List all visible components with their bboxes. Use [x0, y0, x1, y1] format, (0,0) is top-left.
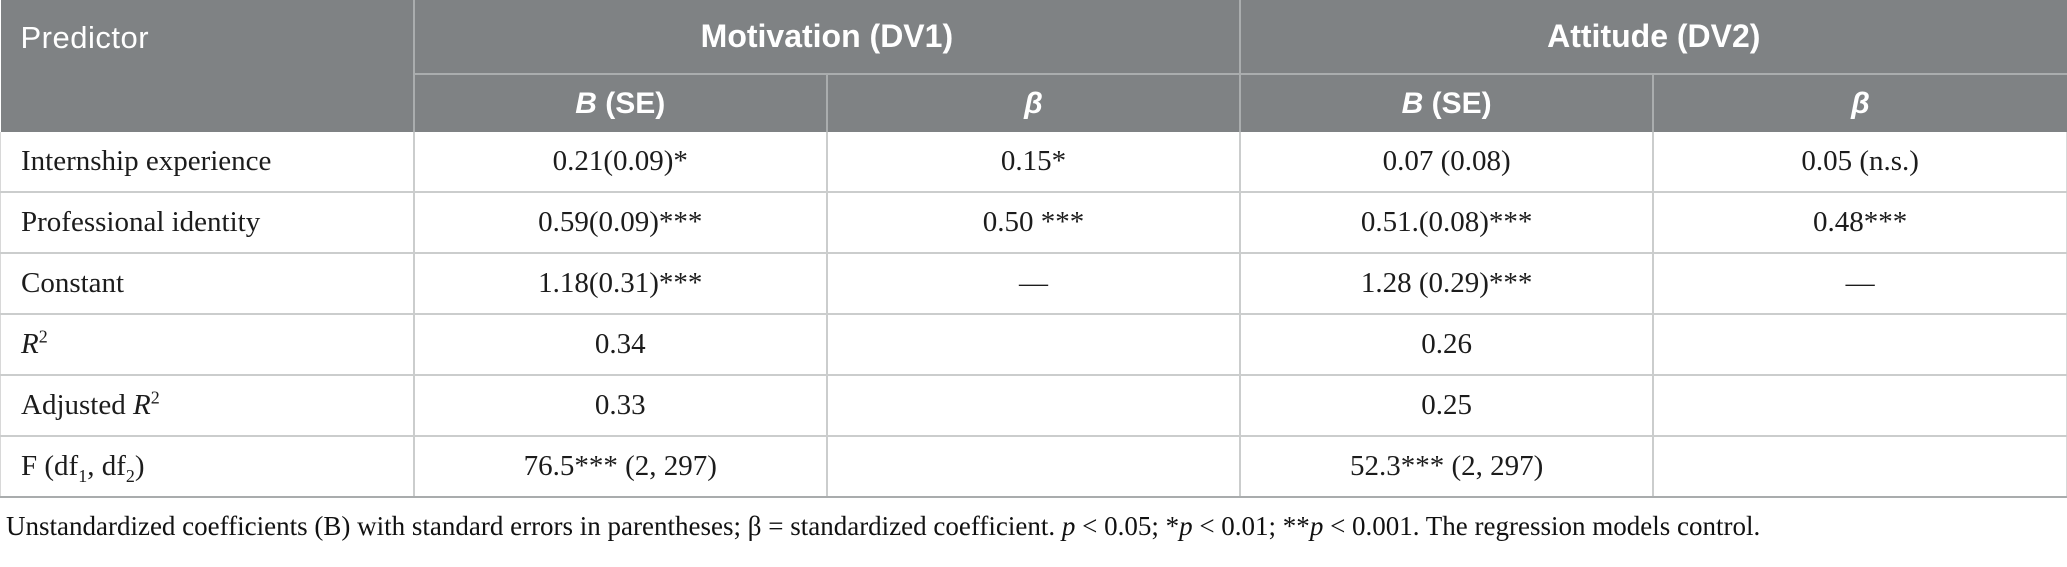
cell-dv2-beta	[1653, 314, 2067, 376]
predictor-label: R2	[0, 314, 415, 376]
cell-dv1-beta: —	[826, 253, 1242, 315]
cell-dv2-b: 0.51.(0.08)***	[1240, 192, 1655, 254]
superscript-2: 2	[38, 326, 48, 347]
cell-dv2-beta: —	[1653, 253, 2067, 315]
column-header-predictor: Predictor	[0, 0, 415, 132]
cell-dv2-b: 52.3*** (2, 297)	[1240, 436, 1655, 498]
cell-dv1-beta: 0.50 ***	[826, 192, 1242, 254]
cell-dv2-b: 1.28 (0.29)***	[1240, 253, 1655, 315]
cell-dv2-b: 0.07 (0.08)	[1240, 132, 1655, 193]
b-italic: B	[575, 86, 597, 120]
footnote-text: Unstandardized coefficients (B) with sta…	[6, 511, 1062, 541]
column-header-dv2-b-se: B (SE)	[1240, 74, 1655, 132]
column-header-dv1-b-se: B (SE)	[413, 74, 828, 132]
regression-results-table: Predictor Motivation (DV1) Attitude (DV2…	[0, 0, 2067, 498]
table-footnote: Unstandardized coefficients (B) with sta…	[6, 511, 2067, 542]
cell-dv2-b: 0.26	[1240, 314, 1655, 376]
row-internship-experience: Internship experience 0.21(0.09)* 0.15* …	[0, 132, 2067, 193]
r-italic: R	[132, 389, 151, 421]
footnote-text: < 0.001. The regression models control.	[1323, 511, 1761, 541]
cell-dv2-b: 0.25	[1240, 375, 1655, 437]
subscript-2: 2	[125, 465, 135, 486]
beta-symbol: β	[1024, 86, 1043, 120]
column-group-motivation-dv1: Motivation (DV1)	[413, 0, 1242, 75]
f-text: F (df	[21, 450, 79, 482]
cell-dv1-b: 0.59(0.09)***	[413, 192, 828, 254]
row-f-statistic: F (df1, df2) 76.5*** (2, 297) 52.3*** (2…	[0, 436, 2067, 498]
cell-dv1-beta	[826, 436, 1242, 498]
cell-dv1-b: 0.33	[413, 375, 828, 437]
column-header-dv1-beta: β	[826, 74, 1242, 132]
table-header: Predictor Motivation (DV1) Attitude (DV2…	[0, 0, 2067, 132]
cell-dv1-beta: 0.15*	[826, 132, 1242, 193]
superscript-2: 2	[150, 387, 160, 408]
predictor-label: Professional identity	[0, 192, 415, 254]
row-professional-identity: Professional identity 0.59(0.09)*** 0.50…	[0, 192, 2067, 254]
predictor-label: Adjusted R2	[0, 375, 415, 437]
column-header-dv2-beta: β	[1653, 74, 2067, 132]
close-paren: )	[134, 450, 145, 482]
cell-dv2-beta	[1653, 375, 2067, 437]
header-group-row: Predictor Motivation (DV1) Attitude (DV2…	[0, 0, 2067, 132]
row-adjusted-r-squared: Adjusted R2 0.33 0.25	[0, 375, 2067, 437]
cell-dv1-b: 1.18(0.31)***	[413, 253, 828, 315]
cell-dv1-beta	[826, 314, 1242, 376]
p-italic: p	[1179, 511, 1193, 541]
beta-symbol: β	[1851, 86, 1870, 120]
table-body: Internship experience 0.21(0.09)* 0.15* …	[0, 132, 2067, 498]
cell-dv2-beta: 0.05 (n.s.)	[1653, 132, 2067, 193]
predictor-label: Constant	[0, 253, 415, 315]
se-label: (SE)	[596, 86, 666, 120]
cell-dv1-b: 0.34	[413, 314, 828, 376]
footnote-text: < 0.01; **	[1192, 511, 1310, 541]
df-text: , df	[87, 450, 126, 482]
p-italic: p	[1309, 511, 1324, 541]
cell-dv1-b: 76.5*** (2, 297)	[413, 436, 828, 498]
p-italic: p	[1061, 511, 1076, 541]
row-constant: Constant 1.18(0.31)*** — 1.28 (0.29)*** …	[0, 253, 2067, 315]
cell-dv2-beta: 0.48***	[1653, 192, 2067, 254]
footnote-text: < 0.05; *	[1075, 511, 1180, 541]
row-r-squared: R2 0.34 0.26	[0, 314, 2067, 376]
column-group-attitude-dv2: Attitude (DV2)	[1240, 0, 2067, 75]
cell-dv1-b: 0.21(0.09)*	[413, 132, 828, 193]
predictor-label: Internship experience	[0, 132, 415, 193]
cell-dv2-beta	[1653, 436, 2067, 498]
subscript-1: 1	[78, 465, 88, 486]
header-sub-row: B (SE) β B (SE) β	[1, 74, 2067, 132]
predictor-label: F (df1, df2)	[0, 436, 415, 498]
b-italic: B	[1401, 86, 1424, 120]
se-label: (SE)	[1423, 86, 1492, 120]
adjusted-text: Adjusted	[21, 389, 133, 421]
cell-dv1-beta	[826, 375, 1242, 437]
r-italic: R	[21, 328, 39, 360]
